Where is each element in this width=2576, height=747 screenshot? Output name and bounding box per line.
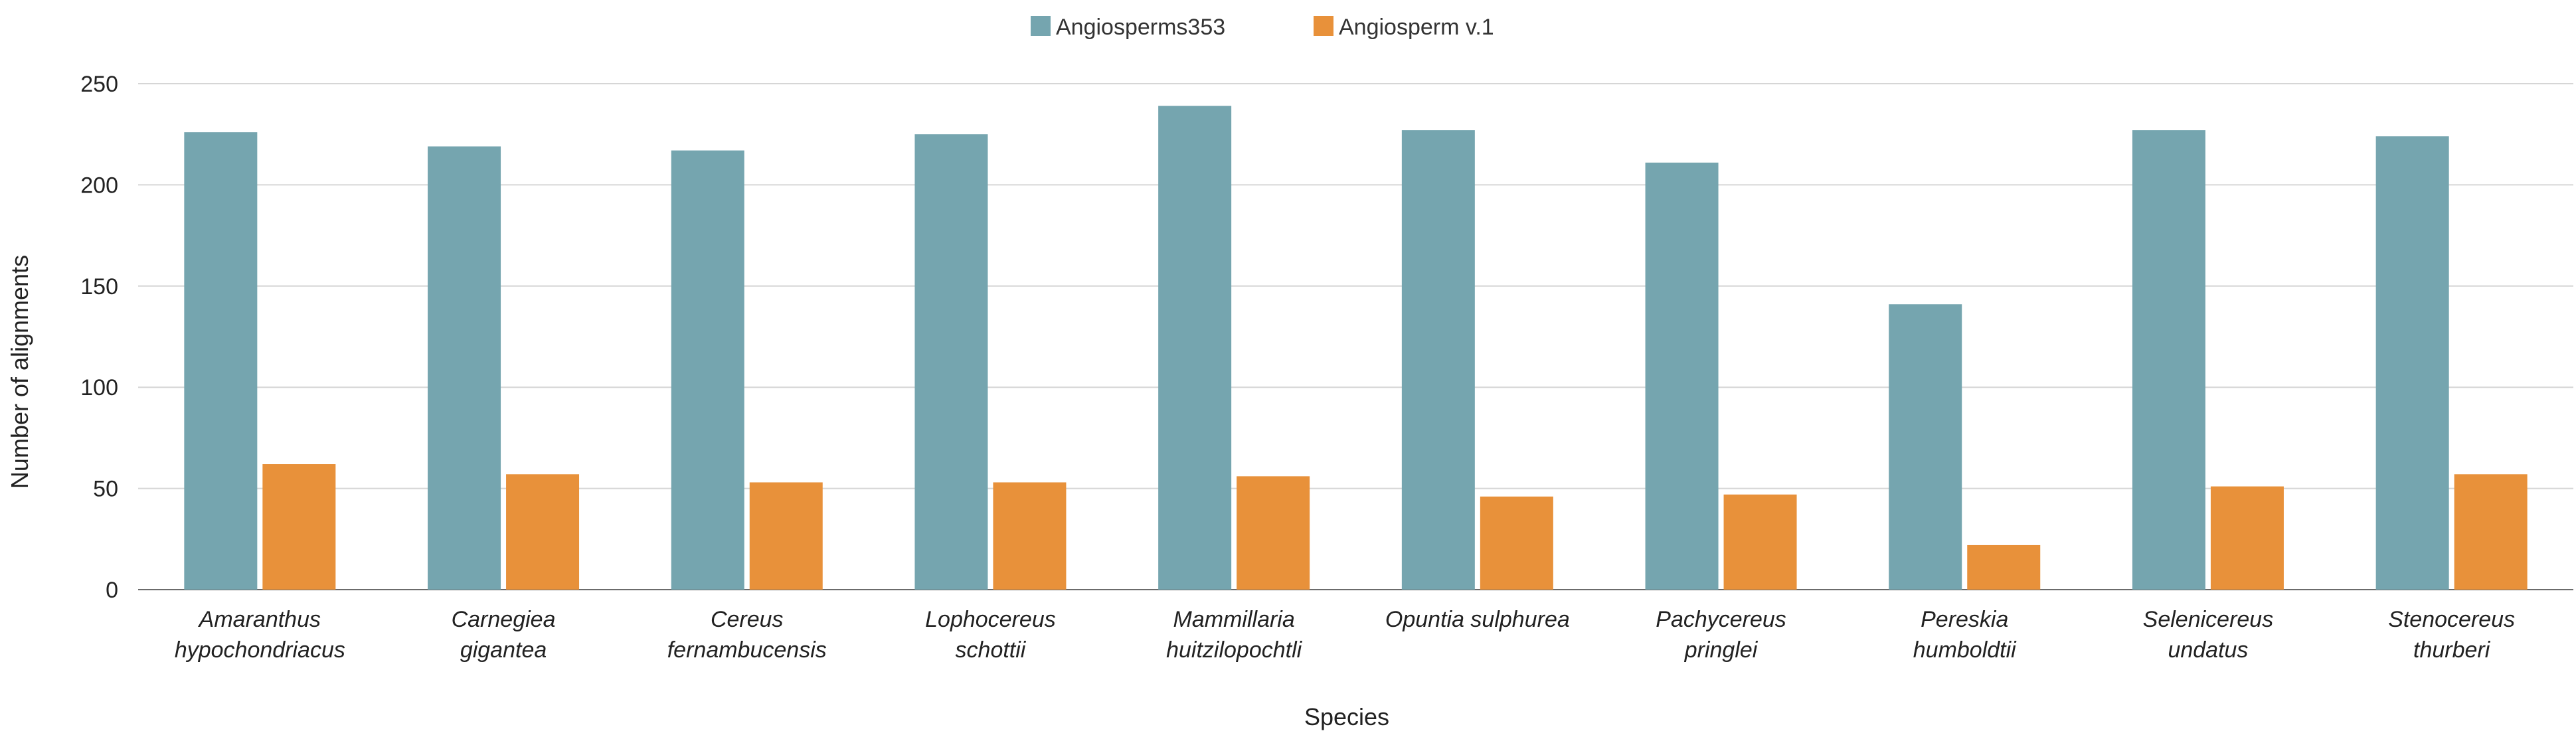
x-tick-label: pringlei: [1684, 637, 1759, 663]
x-tick-label: Lophocereus: [925, 607, 1056, 632]
bar-angiosperms353: [1645, 162, 1719, 590]
y-tick-label: 50: [93, 477, 118, 502]
x-tick-label: huitzilopochtli: [1166, 637, 1303, 663]
x-tick-label: undatus: [2168, 637, 2248, 663]
x-tick-label: Stenocereus: [2388, 607, 2515, 632]
x-tick-label: hypochondriacus: [175, 637, 345, 663]
y-axis-title: Number of alignments: [6, 255, 33, 489]
y-tick-label: 200: [80, 173, 118, 198]
legend: Angiosperms353 Angiosperm v.1: [1031, 15, 1494, 40]
x-tick-label: Carnegiea: [452, 607, 556, 632]
x-tick-label: schottii: [956, 637, 1027, 663]
bar-angiosperm-v1: [1723, 494, 1797, 590]
bar-angiosperms353: [184, 132, 258, 590]
bar-angiosperm-v1: [506, 474, 580, 590]
x-tick-label: Pereskia: [1921, 607, 2008, 632]
bar-angiosperm-v1: [1480, 496, 1553, 590]
bars: [184, 106, 2528, 590]
bar-angiosperm-v1: [749, 482, 823, 590]
legend-label: Angiosperms353: [1056, 15, 1225, 40]
y-tick-label: 150: [80, 274, 118, 299]
x-tick-label: Cereus: [711, 607, 784, 632]
bar-angiosperm-v1: [2210, 486, 2284, 590]
legend-label: Angiosperm v.1: [1339, 15, 1494, 40]
legend-swatch: [1031, 16, 1051, 36]
bar-angiosperm-v1: [2454, 474, 2528, 590]
y-tick-label: 250: [80, 72, 118, 97]
bar-angiosperms353: [2132, 130, 2205, 590]
y-tick-label: 0: [106, 578, 118, 603]
x-tick-label: thurberi: [2413, 637, 2491, 663]
x-tick-label: Mammillaria: [1173, 607, 1295, 632]
y-tick-label: 100: [80, 375, 118, 400]
bar-angiosperms353: [1158, 106, 1232, 590]
bar-angiosperm-v1: [1237, 476, 1310, 590]
bar-angiosperm-v1: [1967, 544, 2041, 590]
gridlines: [138, 83, 2573, 590]
bar-angiosperms353: [1889, 304, 1962, 590]
x-axis-title: Species: [1304, 703, 1389, 730]
legend-swatch: [1314, 16, 1333, 36]
bar-angiosperms353: [671, 150, 744, 590]
x-tick-label: fernambucensis: [667, 637, 827, 663]
bar-angiosperm-v1: [262, 464, 336, 590]
x-tick-label: Pachycereus: [1656, 607, 1786, 632]
x-tick-label: humboldtii: [1913, 637, 2017, 663]
x-axis-labels: Amaranthus hypochondriacus Carnegiea gigant…: [175, 607, 2515, 663]
bar-angiosperm-v1: [993, 482, 1067, 590]
x-tick-label: gigantea: [460, 637, 547, 663]
x-tick-label: Amaranthus: [198, 607, 321, 632]
y-axis-ticks: 0 50 100 150 200 250: [80, 72, 118, 603]
x-tick-label: Selenicereus: [2143, 607, 2274, 632]
bar-angiosperms353: [1401, 130, 1475, 590]
bar-angiosperms353: [2375, 136, 2449, 590]
bar-angiosperms353: [428, 146, 501, 590]
bar-angiosperms353: [914, 134, 988, 590]
x-tick-label: Opuntia sulphurea: [1385, 607, 1570, 632]
